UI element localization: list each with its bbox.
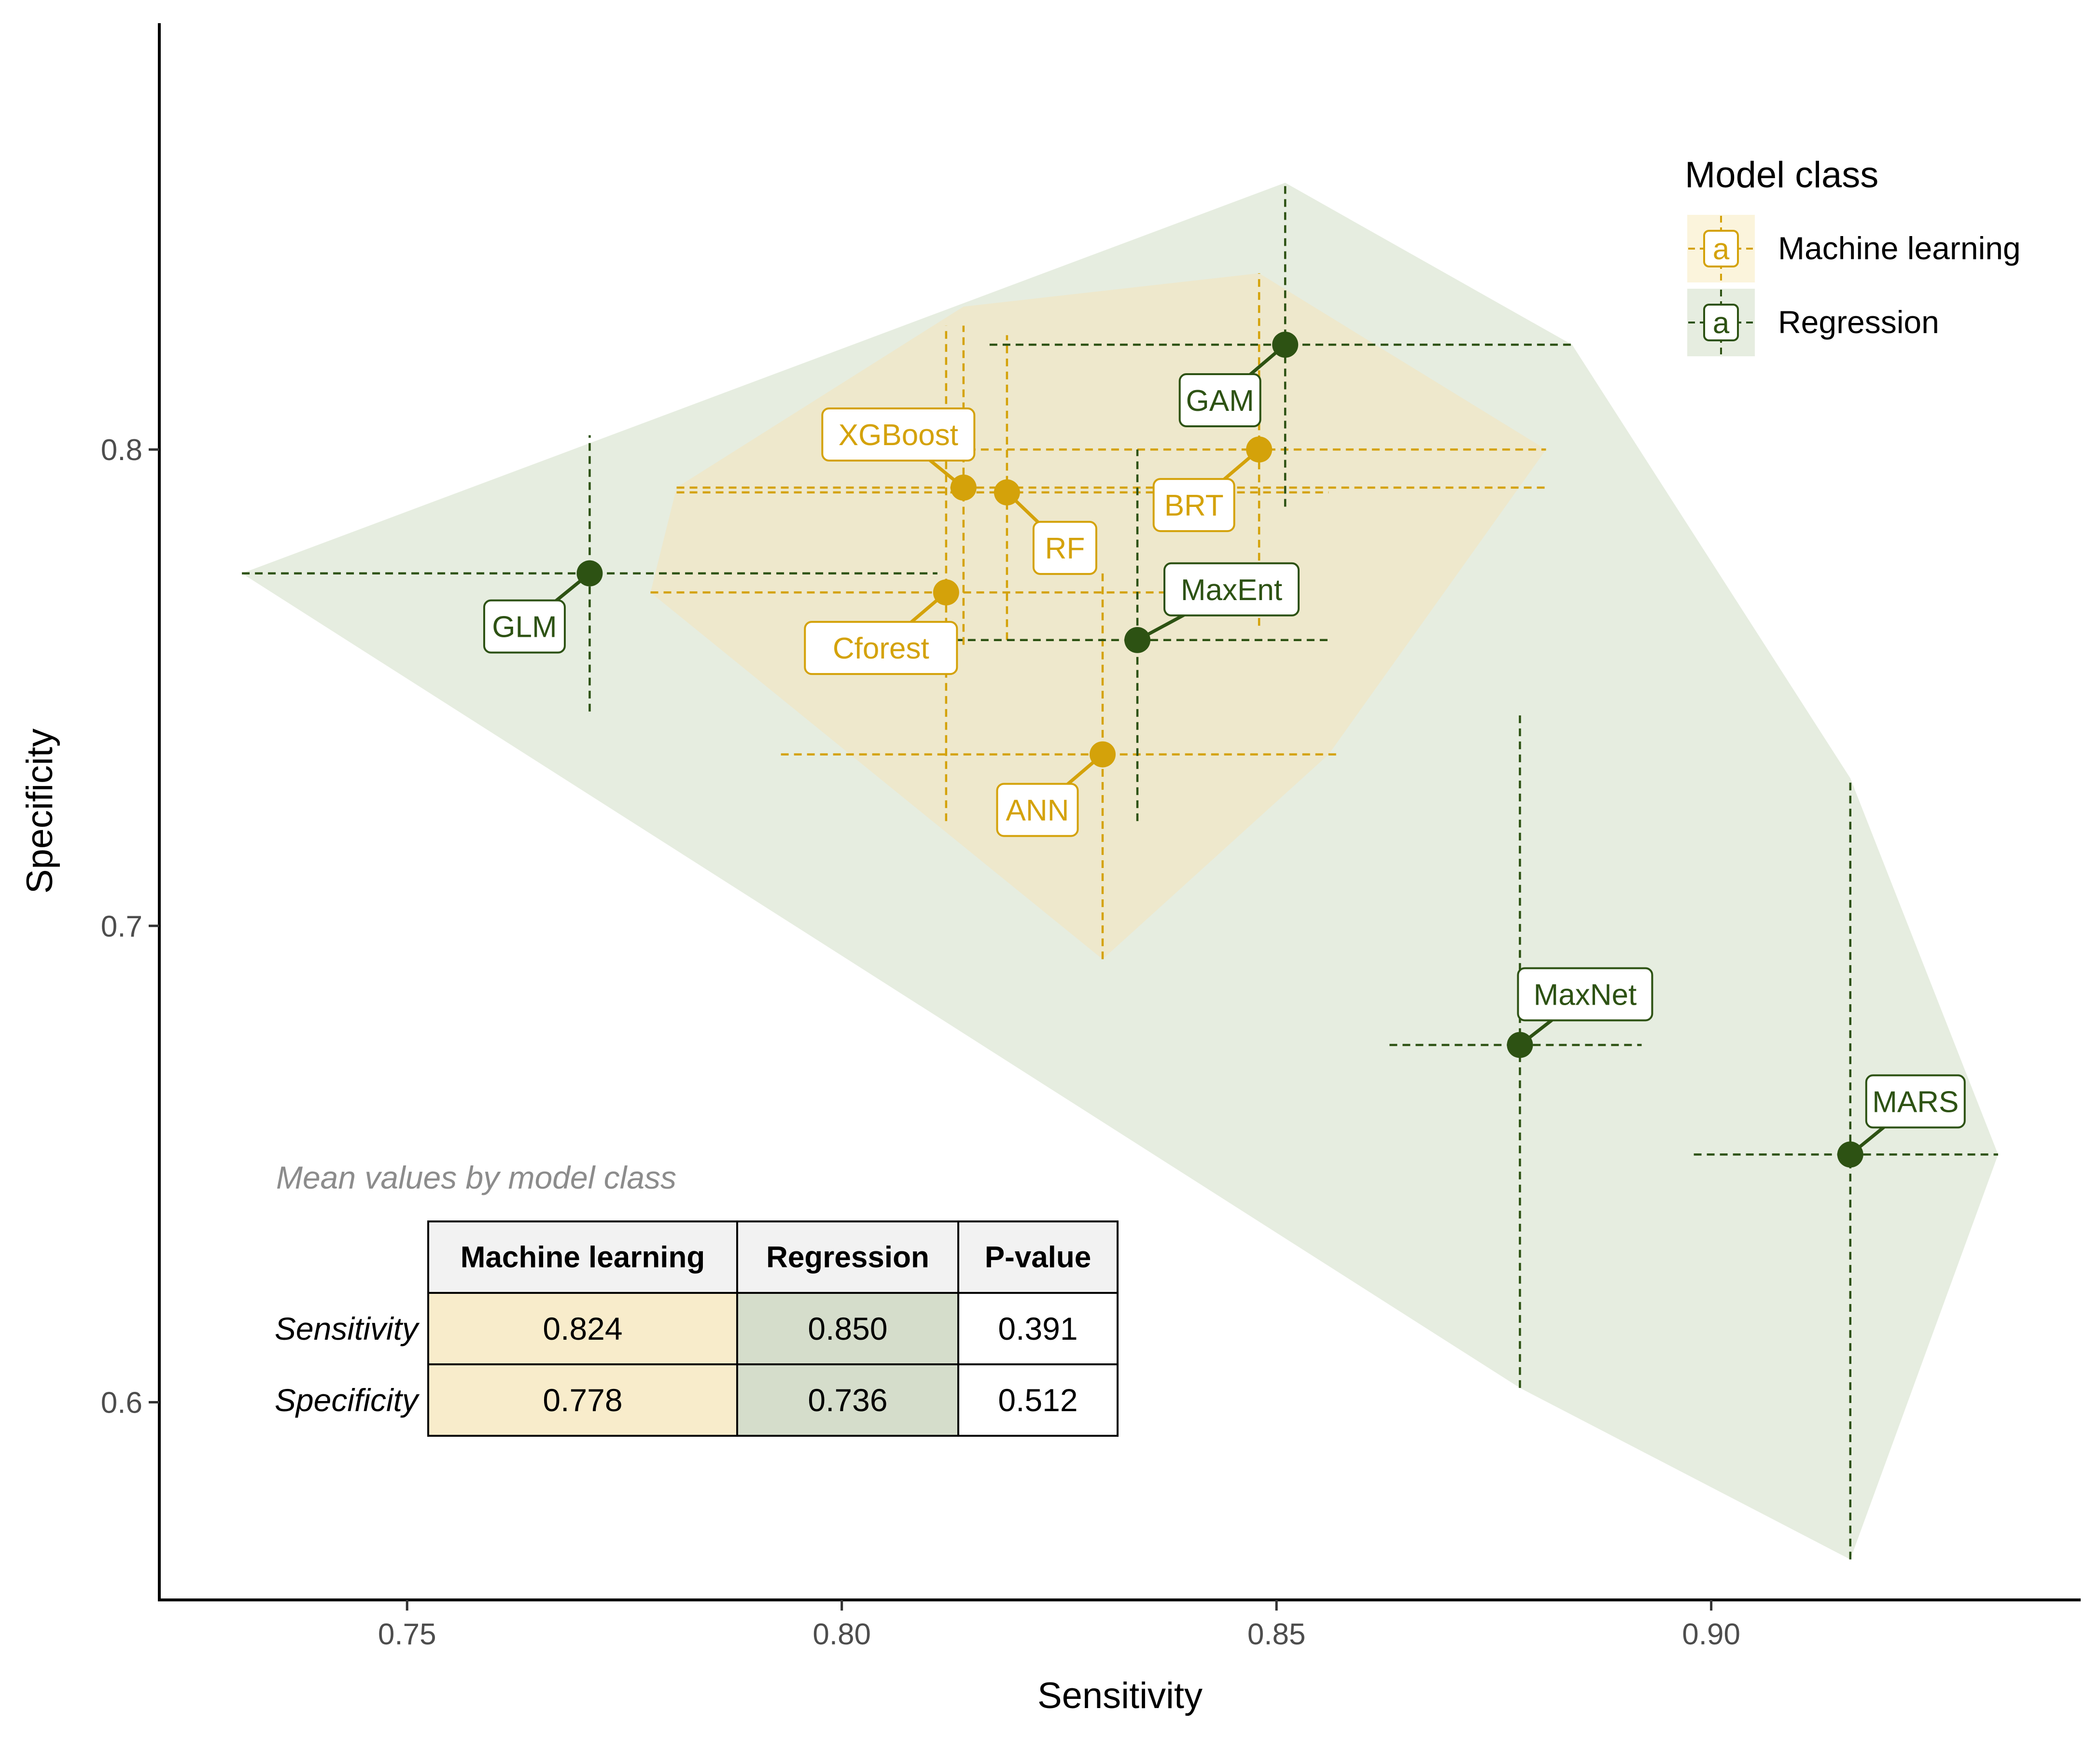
table-value-specificity-p: 0.512: [998, 1382, 1078, 1418]
table-header-regression: Regression: [766, 1241, 929, 1274]
x-axis-ticks: 0.75 0.80 0.85 0.90: [378, 1600, 1740, 1651]
point-gam: [1272, 332, 1299, 358]
x-tick-label-0.85: 0.85: [1247, 1618, 1306, 1651]
table-cell-specificity-ml: [427, 1363, 738, 1437]
table-header-machine-learning: Machine learning: [461, 1241, 705, 1274]
x-axis-title: Sensitivity: [1037, 1675, 1203, 1716]
point-maxent: [1124, 627, 1151, 653]
point-xgboost: [950, 475, 977, 501]
x-tick-label-0.75: 0.75: [378, 1618, 436, 1651]
legend-key-regression-box: [1703, 304, 1739, 341]
point-brt: [1246, 436, 1273, 463]
point-label-ann: ANN: [1006, 794, 1069, 827]
point-maxnet: [1507, 1032, 1533, 1058]
table-rowhead-sensitivity: Sensitivity: [275, 1311, 420, 1346]
point-cforest: [933, 579, 959, 606]
point-label-brt: BRT: [1164, 489, 1224, 522]
point-label-xgboost: XGBoost: [839, 419, 958, 452]
point-label-box-maxent: [1163, 562, 1300, 617]
summary-table: Mean values by model class Machine learn…: [275, 1160, 1119, 1437]
legend-key-machine-learning-glyph: a: [1713, 233, 1730, 266]
y-axis-ticks: 0.6 0.7 0.8: [101, 434, 159, 1420]
point-label-rf: RF: [1045, 532, 1085, 565]
table-caption: Mean values by model class: [276, 1160, 676, 1195]
point-label-box-xgboost: [821, 407, 976, 462]
point-label-box-cforest: [804, 621, 958, 675]
point-label-box-mars: [1865, 1074, 1966, 1129]
point-label-box-brt: [1152, 478, 1235, 533]
legend-label-machine-learning: Machine learning: [1778, 230, 2021, 266]
y-axis-title: Specificity: [19, 729, 60, 894]
x-tick-label-0.80: 0.80: [812, 1618, 871, 1651]
legend-label-regression: Regression: [1778, 304, 1939, 340]
table-cell-specificity-p: [957, 1363, 1119, 1437]
table-header-cell-machine-learning: [427, 1220, 738, 1294]
y-tick-label-0.7: 0.7: [101, 910, 142, 943]
legend-title: Model class: [1685, 154, 1878, 196]
point-label-maxnet: MaxNet: [1534, 978, 1637, 1011]
point-mars: [1837, 1141, 1863, 1168]
point-label-box-maxnet: [1517, 967, 1653, 1022]
point-label-maxent: MaxEnt: [1181, 574, 1282, 607]
legend-key-machine-learning-box: [1703, 230, 1739, 267]
table-value-specificity-reg: 0.736: [808, 1382, 887, 1418]
point-ann: [1089, 741, 1116, 768]
point-glm: [576, 560, 603, 587]
point-layer: [576, 332, 1863, 1168]
table-value-sensitivity-ml: 0.824: [543, 1311, 622, 1346]
point-label-glm: GLM: [492, 611, 557, 644]
legend-key-regression-glyph: a: [1713, 307, 1730, 340]
point-label-box-rf: [1032, 520, 1097, 575]
point-label-layer: XGBoost RF Cforest BRT ANN GLM GAM MaxEnt MaxNet…: [483, 373, 1966, 1129]
table-cell-specificity-reg: [736, 1363, 959, 1437]
table-rowhead-specificity: Specificity: [275, 1382, 420, 1418]
point-label-cforest: Cforest: [833, 632, 929, 665]
y-tick-label-0.8: 0.8: [101, 434, 142, 467]
table-header-cell-p-value: [957, 1220, 1119, 1294]
legend: Model class a Machine learning a Regress…: [1685, 154, 2021, 356]
table-header-p-value: P-value: [985, 1241, 1092, 1274]
point-label-box-gam: [1178, 373, 1261, 428]
point-label-box-glm: [483, 599, 566, 654]
x-tick-label-0.90: 0.90: [1682, 1618, 1740, 1651]
table-value-specificity-ml: 0.778: [543, 1382, 622, 1418]
point-label-mars: MARS: [1872, 1085, 1959, 1119]
point-label-gam: GAM: [1186, 384, 1254, 418]
table-value-sensitivity-p: 0.391: [998, 1311, 1078, 1346]
point-label-box-ann: [996, 783, 1079, 837]
table-cell-sensitivity-p: [957, 1292, 1119, 1365]
y-tick-label-0.6: 0.6: [101, 1387, 142, 1420]
table-value-sensitivity-reg: 0.850: [808, 1311, 887, 1346]
point-rf: [994, 479, 1020, 505]
